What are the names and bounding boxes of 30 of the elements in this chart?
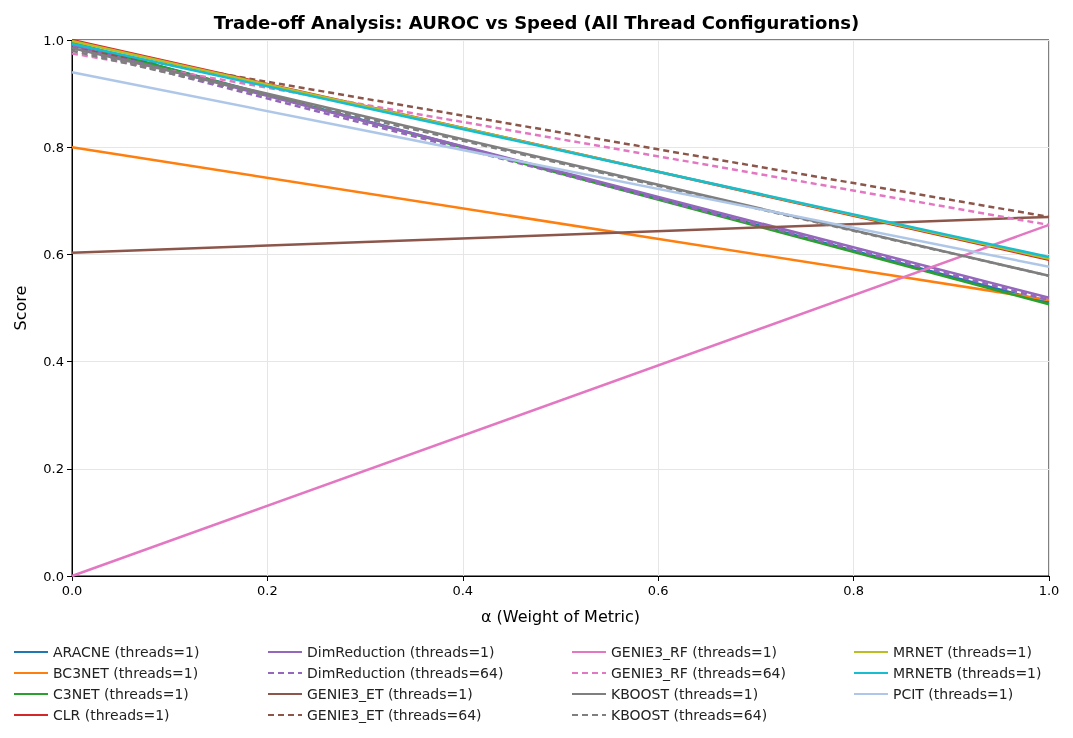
y-tick-label: 0.4: [43, 354, 64, 370]
chart-title: Trade-off Analysis: AUROC vs Speed (All Thread Configurations): [213, 11, 860, 33]
legend-label: GENIE3_ET (threads=64): [307, 707, 482, 723]
legend-label: BC3NET (threads=1): [53, 665, 199, 681]
x-tick-label: 0.4: [452, 583, 474, 598]
legend-label: C3NET (threads=1): [53, 686, 189, 702]
x-tick-label: 0.0: [61, 583, 83, 598]
y-tick-label: 0.6: [43, 246, 64, 262]
legend-label: PCIT (threads=1): [893, 686, 1014, 702]
legend-label: KBOOST (threads=1): [611, 686, 759, 702]
x-tick-label: 0.2: [257, 583, 278, 598]
legend-label: GENIE3_RF (threads=64): [611, 665, 786, 681]
y-tick-label: 1.0: [43, 32, 64, 48]
y-tick-label: 0.0: [43, 568, 64, 584]
legend-label: DimReduction (threads=64): [307, 665, 504, 681]
x-tick-label: 0.8: [843, 583, 864, 598]
legend-label: ARACNE (threads=1): [53, 644, 200, 660]
legend-label: GENIE3_RF (threads=1): [611, 644, 778, 660]
y-tick-label: 0.8: [43, 139, 64, 155]
x-tick-label: 0.6: [647, 583, 669, 598]
x-tick-label: 1.0: [1038, 583, 1060, 598]
legend-label: DimReduction (threads=1): [307, 644, 495, 660]
x-axis-title: α (Weight of Metric): [480, 606, 641, 626]
legend-label: KBOOST (threads=64): [611, 707, 768, 723]
legend-label: MRNET (threads=1): [893, 644, 1032, 660]
y-axis-title: Score: [10, 285, 30, 331]
legend-label: CLR (threads=1): [53, 707, 170, 723]
legend-label: MRNETB (threads=1): [893, 665, 1042, 681]
y-tick-label: 0.2: [43, 461, 64, 477]
legend-label: GENIE3_ET (threads=1): [307, 686, 473, 702]
